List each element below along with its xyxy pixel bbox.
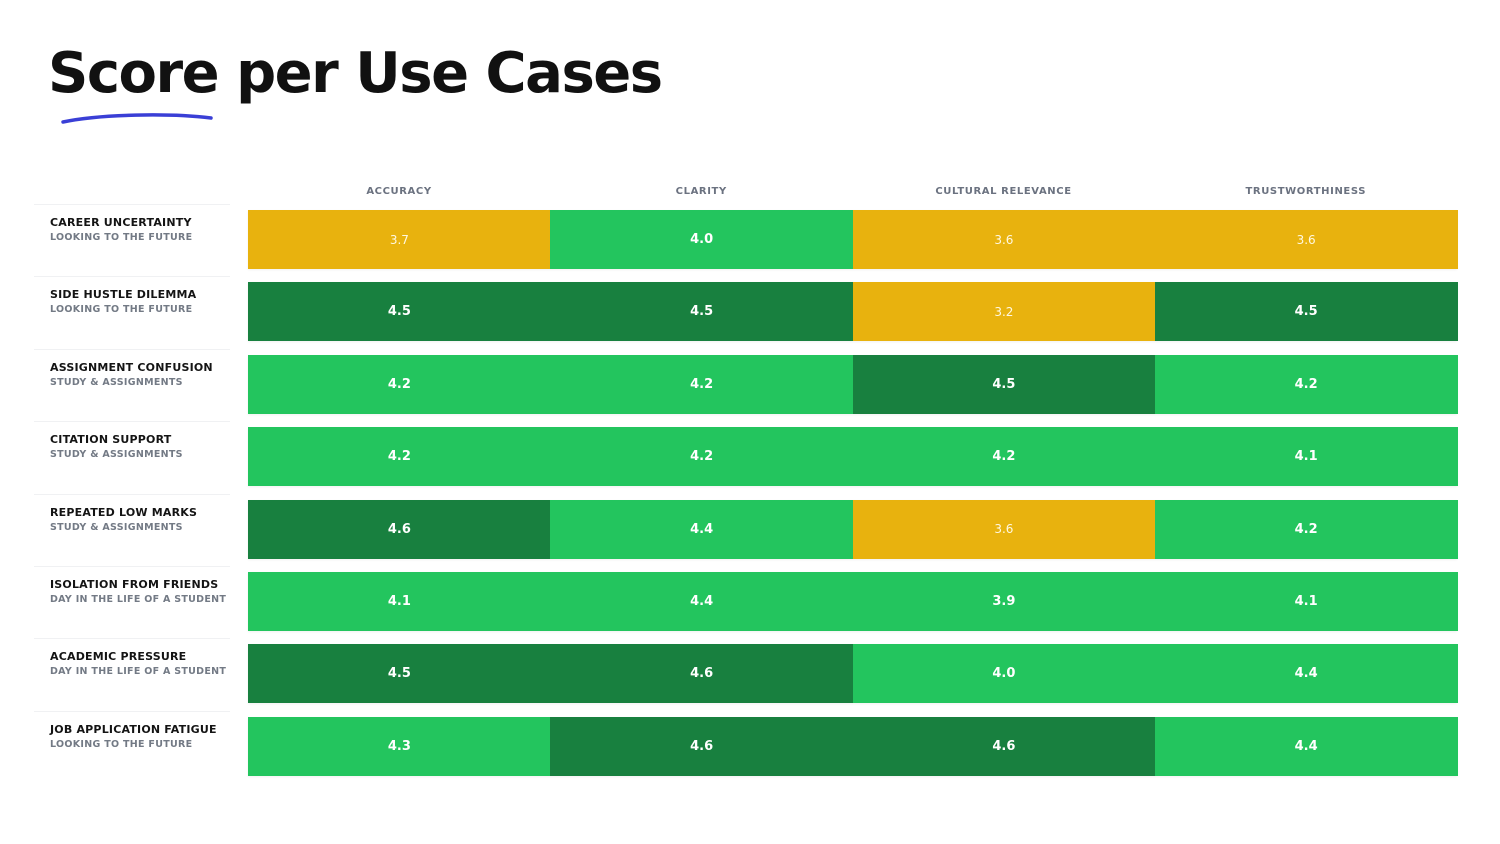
column-header: TRUSTWORTHINESS <box>1245 186 1366 197</box>
heatmap-cell: 3.6 <box>1154 210 1458 269</box>
row-name: JOB APPLICATION FATIGUE <box>50 722 217 736</box>
row-category: STUDY & ASSIGNMENTS <box>50 521 183 533</box>
heatmap-cell: 4.2 <box>852 427 1156 487</box>
heatmap-cell: 4.5 <box>248 282 551 342</box>
row-label: SIDE HUSTLE DILEMMA LOOKING TO THE FUTURE <box>50 288 196 332</box>
row-divider <box>34 566 230 567</box>
row-category: LOOKING TO THE FUTURE <box>50 304 193 316</box>
row-category: LOOKING TO THE FUTURE <box>50 738 193 750</box>
row-label: ISOLATION FROM FRIENDS DAY IN THE LIFE OF… <box>50 578 226 622</box>
heatmap-cell: 3.2 <box>852 282 1156 342</box>
heatmap-cell: 4.1 <box>1154 427 1458 487</box>
row-name: ASSIGNMENT CONFUSION <box>50 360 213 374</box>
heatmap-cell: 4.0 <box>550 210 853 269</box>
row-divider <box>34 638 230 640</box>
row-label: REPEATED LOW MARKS STUDY & ASSIGNMENTS <box>50 506 197 550</box>
heatmap-cell: 4.2 <box>248 427 551 487</box>
row-divider <box>34 421 230 423</box>
row-category: STUDY & ASSIGNMENTS <box>50 449 183 461</box>
row-name: CAREER UNCERTAINTY <box>50 216 192 229</box>
heatmap-cell: 4.1 <box>1154 572 1458 631</box>
heatmap-cell: 4.6 <box>852 716 1156 776</box>
row-divider <box>34 493 230 495</box>
row-label: ACADEMIC PRESSURE DAY IN THE LIFE OF A ST… <box>50 650 226 694</box>
heatmap-cell: 4.6 <box>550 716 853 776</box>
heatmap-cell: 4.4 <box>1154 716 1458 776</box>
row-name: CITATION SUPPORT <box>50 433 172 447</box>
heatmap-cell: 4.5 <box>248 644 551 704</box>
row-category: STUDY & ASSIGNMENTS <box>50 376 183 388</box>
title-underline-decoration <box>61 113 213 124</box>
heatmap-cell: 4.6 <box>248 499 551 559</box>
heatmap-cell: 3.9 <box>852 572 1156 631</box>
heatmap-cell: 4.2 <box>1154 354 1458 414</box>
page-title: Score per Use Cases <box>48 41 663 106</box>
row-category: DAY IN THE LIFE OF A STUDENT <box>50 666 227 678</box>
heatmap-cell: 4.3 <box>248 716 551 776</box>
heatmap-cell: 3.6 <box>852 210 1156 269</box>
heatmap-cell: 4.0 <box>852 644 1156 704</box>
column-header: CLARITY <box>675 186 727 197</box>
heatmap-cell: 4.2 <box>248 354 551 414</box>
row-category: DAY IN THE LIFE OF A STUDENT <box>50 594 227 605</box>
heatmap-cell: 4.5 <box>550 282 853 342</box>
row-label: CAREER UNCERTAINTY LOOKING TO THE FUTURE <box>50 216 192 260</box>
row-name: ISOLATION FROM FRIENDS <box>50 578 219 591</box>
row-divider <box>34 204 230 205</box>
heatmap-cell: 4.4 <box>550 572 853 631</box>
heatmap-cell: 4.2 <box>550 354 853 414</box>
row-name: ACADEMIC PRESSURE <box>50 650 187 664</box>
row-divider <box>34 710 230 712</box>
heatmap-cell: 3.7 <box>248 210 551 269</box>
row-label: ASSIGNMENT CONFUSION STUDY & ASSIGNMENTS <box>50 361 213 405</box>
heatmap-cell: 4.5 <box>852 354 1156 414</box>
heatmap-cell: 4.1 <box>248 572 551 631</box>
heatmap-cell: 4.4 <box>550 499 853 559</box>
row-name: SIDE HUSTLE DILEMMA <box>50 288 197 302</box>
heatmap-cell: 4.2 <box>550 427 853 487</box>
heatmap-cell: 4.2 <box>1154 499 1458 559</box>
row-label: JOB APPLICATION FATIGUE LOOKING TO THE FU… <box>50 723 217 767</box>
row-name: REPEATED LOW MARKS <box>50 505 198 519</box>
heatmap-cell: 3.6 <box>852 499 1156 559</box>
row-category: LOOKING TO THE FUTURE <box>50 232 193 243</box>
column-header: ACCURACY <box>366 186 432 197</box>
heatmap-cell: 4.6 <box>550 644 853 704</box>
heatmap-cell: 4.4 <box>1154 644 1458 704</box>
row-divider <box>34 276 230 278</box>
column-header: CULTURAL RELEVANCE <box>935 186 1072 197</box>
row-divider <box>34 348 230 350</box>
heatmap-cell: 4.5 <box>1154 282 1458 342</box>
row-label: CITATION SUPPORT STUDY & ASSIGNMENTS <box>50 433 183 477</box>
